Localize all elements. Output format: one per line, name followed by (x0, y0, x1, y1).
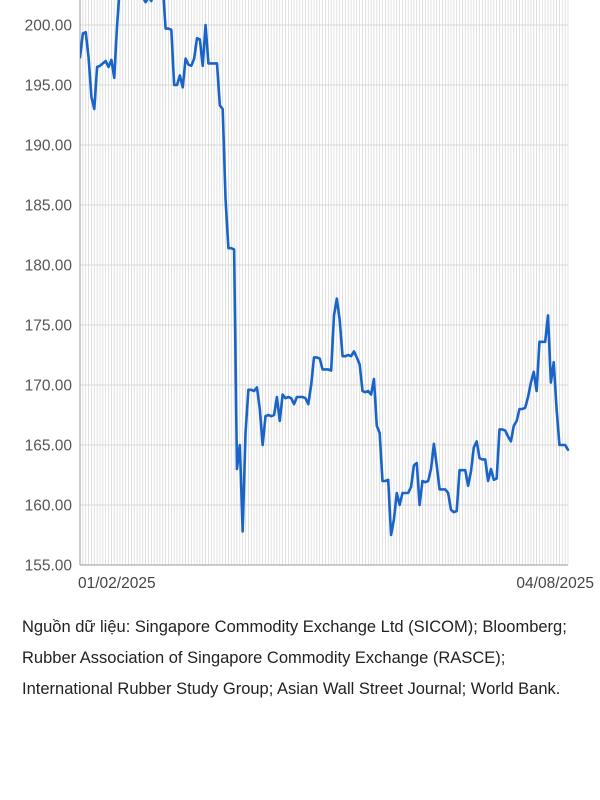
y-tick-label: 195.00 (25, 78, 73, 95)
source-note: Nguồn dữ liệu: Singapore Commodity Excha… (22, 618, 567, 698)
y-tick-label: 175.00 (25, 318, 73, 335)
line-chart-svg: 155.00 160.00 165.00 170.00 175.00 180.00 185.… (25, 0, 594, 593)
tick-labels: 155.00 160.00 165.00 170.00 175.00 180.00 185.… (25, 18, 594, 593)
series-line (80, 0, 570, 537)
y-tick-label: 170.00 (25, 378, 73, 395)
axes (79, 0, 568, 566)
y-tick-label: 155.00 (25, 558, 73, 575)
x-tick-label: 01/02/2025 (78, 575, 156, 592)
y-tick-label: 185.00 (25, 198, 73, 215)
series-layer (80, 0, 570, 537)
x-tick-label: 04/08/2025 (516, 575, 594, 592)
y-tick-label: 190.00 (25, 138, 73, 155)
y-tick-label: 165.00 (25, 438, 73, 455)
y-tick-label: 160.00 (25, 498, 73, 515)
price-chart: 155.00 160.00 165.00 170.00 175.00 180.00 185.… (25, 0, 594, 593)
y-tick-label: 180.00 (25, 258, 73, 275)
y-tick-label: 200.00 (25, 18, 73, 35)
